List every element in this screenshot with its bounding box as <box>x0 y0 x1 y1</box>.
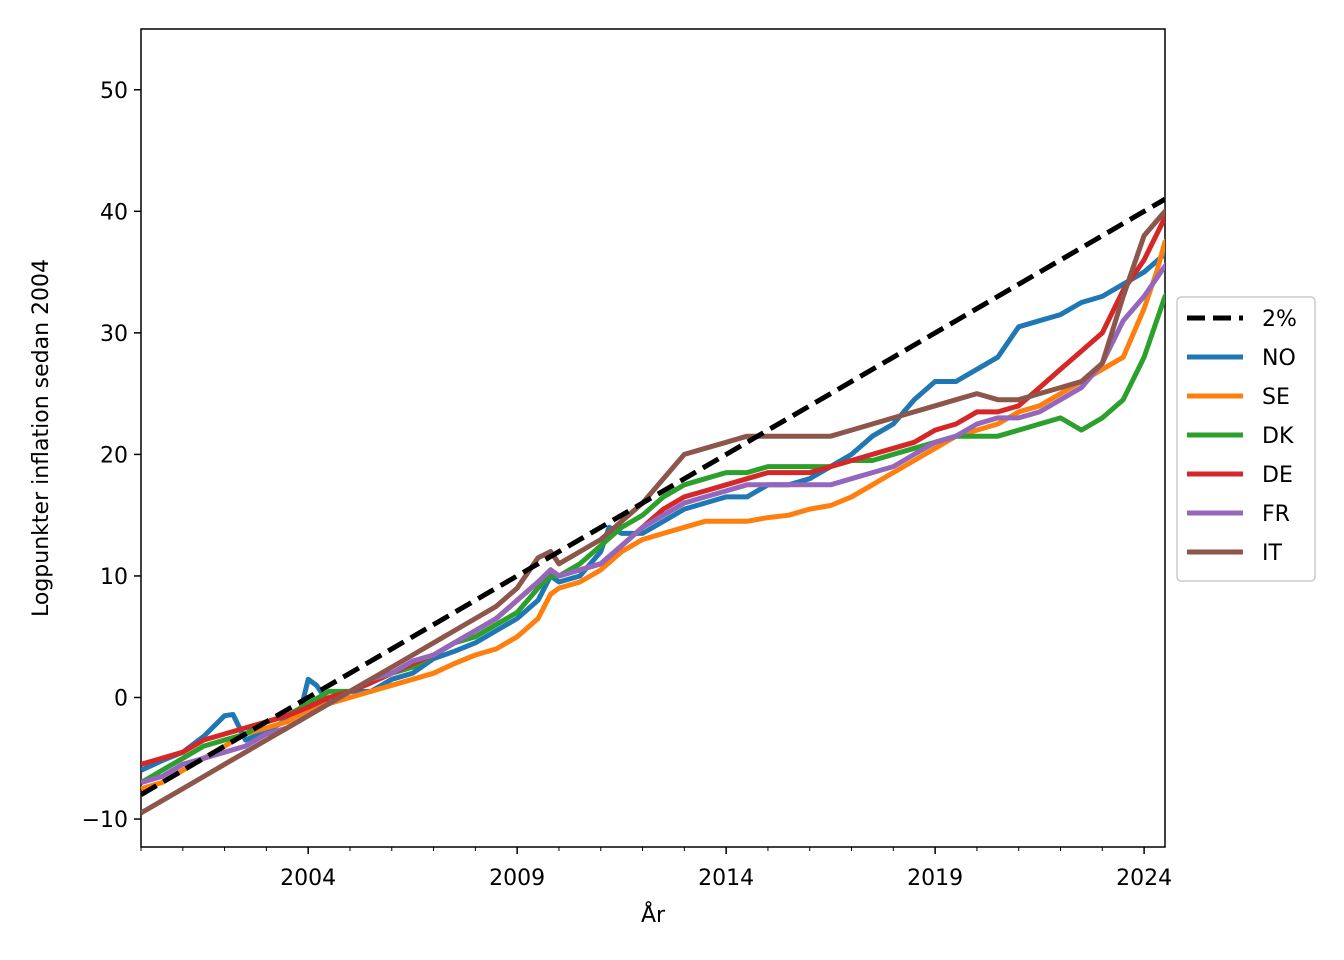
x-tick-label: 2014 <box>698 866 754 891</box>
legend-label: IT <box>1262 541 1282 566</box>
series-line-it <box>141 208 1165 816</box>
y-tick-label: 30 <box>100 322 128 347</box>
legend-item-se: SE <box>1187 385 1290 410</box>
plot-area <box>140 28 1166 848</box>
legend-item-2pct: 2% <box>1187 307 1297 332</box>
legend-label: DE <box>1262 463 1293 488</box>
y-axis: −10 0 10 20 30 40 50 <box>82 79 141 833</box>
y-axis-label: Logpunkter inflation sedan 2004 <box>29 259 54 617</box>
y-tick-label: 0 <box>114 686 128 711</box>
y-tick-label: 20 <box>100 443 128 468</box>
y-tick-label: 10 <box>100 565 128 590</box>
y-tick-label: 40 <box>100 200 128 225</box>
x-axis: 2004 2009 2014 2019 2024 <box>140 847 1172 891</box>
legend-label: NO <box>1262 346 1296 371</box>
x-tick-label: 2024 <box>1116 866 1172 891</box>
legend-item-no: NO <box>1187 346 1296 371</box>
legend-items: 2% NO SE DK DE FR IT <box>1187 307 1297 566</box>
series-line-2pct <box>141 197 1165 797</box>
legend-label: FR <box>1262 502 1290 527</box>
x-tick-label: 2009 <box>489 866 545 891</box>
legend-label: SE <box>1262 385 1290 410</box>
legend-item-fr: FR <box>1187 502 1290 527</box>
x-tick-label: 2004 <box>280 866 336 891</box>
legend: 2% NO SE DK DE FR IT <box>1176 296 1316 582</box>
y-tick-label: −10 <box>82 808 128 833</box>
series-line-dk <box>141 292 1165 785</box>
legend-item-it: IT <box>1187 541 1282 566</box>
y-tick-label: 50 <box>100 79 128 104</box>
legend-label: 2% <box>1262 307 1297 332</box>
series-line-de <box>141 214 1165 767</box>
legend-item-dk: DK <box>1187 424 1294 449</box>
legend-item-de: DE <box>1187 463 1293 488</box>
x-tick-label: 2019 <box>907 866 963 891</box>
legend-label: DK <box>1262 424 1294 449</box>
x-axis-label: År <box>641 901 666 928</box>
series-layer <box>141 197 1165 816</box>
legend-frame <box>1176 296 1316 582</box>
series-line-no <box>141 250 1165 773</box>
